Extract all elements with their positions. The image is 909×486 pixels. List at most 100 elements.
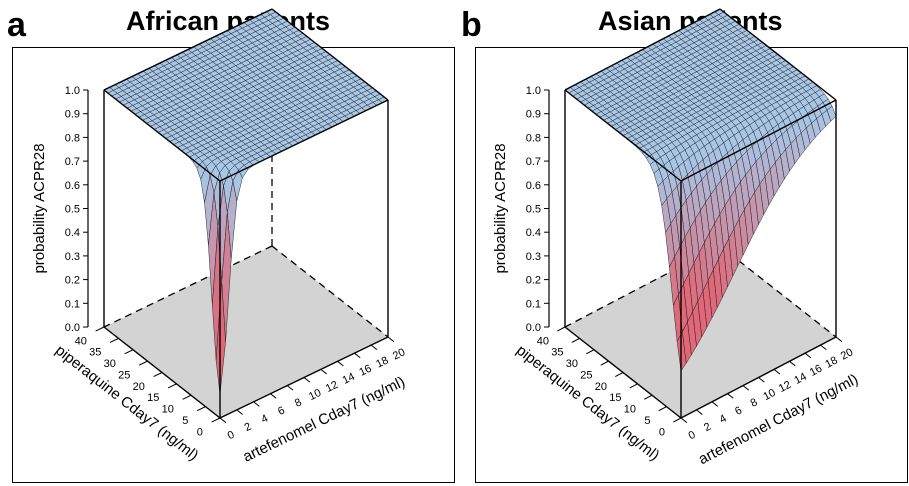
y-tick-mark [153, 372, 163, 378]
panel-asian: b Asian patients 0.0 0.1 0.2 0.3 0.4 0.5 0.6 0.… [455, 0, 909, 486]
z-tick-label: 0.8 [526, 132, 541, 144]
z-axis-label: probability ACPR28 [492, 143, 509, 273]
x-tick-mark [804, 352, 812, 359]
x-tick-label: 14 [341, 371, 357, 387]
box-edge [719, 8, 837, 101]
z-tick-label: 0.7 [526, 156, 541, 168]
surface-patch [215, 281, 226, 395]
y-tick-mark [138, 360, 148, 366]
x-tick-mark [742, 385, 750, 391]
response-surface [103, 8, 389, 395]
response-surface [564, 8, 837, 372]
z-tick-label: 0.9 [526, 109, 541, 121]
x-tick-label: 16 [357, 363, 373, 379]
panel-african: a African patients 0.0 0.1 0.2 0.3 0.4 0.5 0.6… [0, 0, 455, 486]
x-tick-mark [236, 409, 243, 415]
x-tick-mark [219, 417, 227, 423]
z-tick-label: 0.3 [526, 251, 541, 263]
y-tick-label: 15 [147, 392, 159, 404]
x-tick-mark [387, 336, 395, 342]
y-tick-mark [95, 326, 105, 332]
x-tick-label: 20 [839, 346, 855, 362]
y-tick-label: 25 [118, 369, 130, 381]
box-edge [219, 99, 389, 182]
y-tick-label: 25 [580, 369, 592, 381]
box-edge-back [271, 245, 389, 338]
x-tick-mark [789, 360, 796, 367]
y-tick-mark [658, 406, 667, 412]
surface-plot-asian: 0.0 0.1 0.2 0.3 0.4 0.5 0.6 0.7 0.8 0.9 1.0 probabi… [492, 8, 861, 468]
z-tick-label: 0.4 [526, 227, 541, 239]
x-tick-mark [354, 352, 361, 359]
y-tick-mark [167, 383, 177, 389]
x-tick-label: 8 [293, 396, 304, 409]
y-tick-label: 20 [133, 381, 145, 393]
box-edge [103, 8, 273, 91]
z-axis-label: probability ACPR28 [31, 143, 48, 273]
x-tick-label: 2 [243, 421, 254, 434]
x-tick-label: 10 [761, 387, 777, 403]
z-tick-label: 0.5 [526, 204, 541, 216]
x-tick-mark [758, 377, 765, 383]
y-tick-label: 10 [162, 404, 174, 416]
y-tick-mark [629, 383, 638, 389]
z-tick-label: 0.1 [526, 298, 541, 310]
y-tick-label: 15 [609, 392, 621, 404]
x-tick-label: 6 [733, 404, 744, 417]
box-edge [564, 8, 721, 91]
x-tick-label: 2 [702, 421, 713, 434]
z-tick-label: 0.1 [65, 298, 80, 310]
panel-letter: a [7, 6, 26, 44]
y-tick-label: 35 [551, 347, 563, 359]
x-tick-label: 12 [777, 379, 793, 395]
x-tick-label: 0 [226, 429, 237, 442]
y-tick-mark [586, 349, 595, 355]
x-tick-label: 18 [374, 355, 390, 371]
floor-plane [104, 246, 388, 418]
y-tick-label: 0 [197, 426, 203, 438]
z-tick-label: 0.0 [526, 322, 541, 334]
x-tick-label: 10 [307, 387, 323, 403]
x-tick-label: 0 [687, 429, 698, 442]
panel-letter: b [461, 6, 482, 44]
y-tick-mark [571, 337, 580, 343]
x-tick-mark [773, 369, 781, 375]
x-tick-mark [270, 393, 277, 399]
y-tick-label: 30 [566, 358, 578, 370]
y-tick-mark [673, 417, 682, 423]
y-tick-label: 5 [644, 415, 650, 427]
y-tick-mark [644, 394, 653, 400]
x-tick-mark [370, 344, 378, 351]
box-edge [103, 89, 221, 182]
x-tick-label: 14 [792, 371, 808, 387]
x-tick-mark [320, 369, 327, 375]
z-tick-label: 0.2 [65, 275, 80, 287]
x-tick-mark [696, 409, 703, 415]
y-tick-label: 40 [537, 335, 549, 347]
z-tick-label: 0.6 [526, 180, 541, 192]
y-tick-mark [211, 417, 221, 423]
z-tick-label: 0.9 [65, 109, 80, 121]
surface-plot-african: 0.0 0.1 0.2 0.3 0.4 0.5 0.6 0.7 0.8 0.9 1.0 probabi… [31, 8, 408, 466]
y-tick-mark [615, 372, 624, 377]
z-tick-label: 0.2 [526, 275, 541, 287]
z-tick-label: 0.7 [65, 156, 80, 168]
x-tick-mark [286, 385, 294, 391]
x-tick-label: 18 [823, 354, 839, 370]
z-tick-label: 0.8 [65, 132, 80, 144]
y-tick-mark [124, 349, 134, 355]
box-edge [564, 89, 682, 182]
z-tick-label: 0.4 [65, 227, 80, 239]
z-tick-label: 0.5 [65, 204, 80, 216]
x-tick-mark [835, 336, 843, 342]
x-tick-label: 6 [276, 404, 287, 417]
x-tick-mark [680, 417, 688, 423]
x-tick-label: 20 [391, 346, 407, 362]
x-tick-mark [253, 401, 260, 407]
y-tick-label: 40 [75, 335, 87, 347]
y-tick-label: 10 [624, 404, 636, 416]
z-tick-label: 1.0 [65, 85, 80, 97]
y-tick-mark [557, 326, 566, 332]
x-tick-label: 16 [808, 363, 824, 379]
y-tick-mark [196, 406, 206, 412]
